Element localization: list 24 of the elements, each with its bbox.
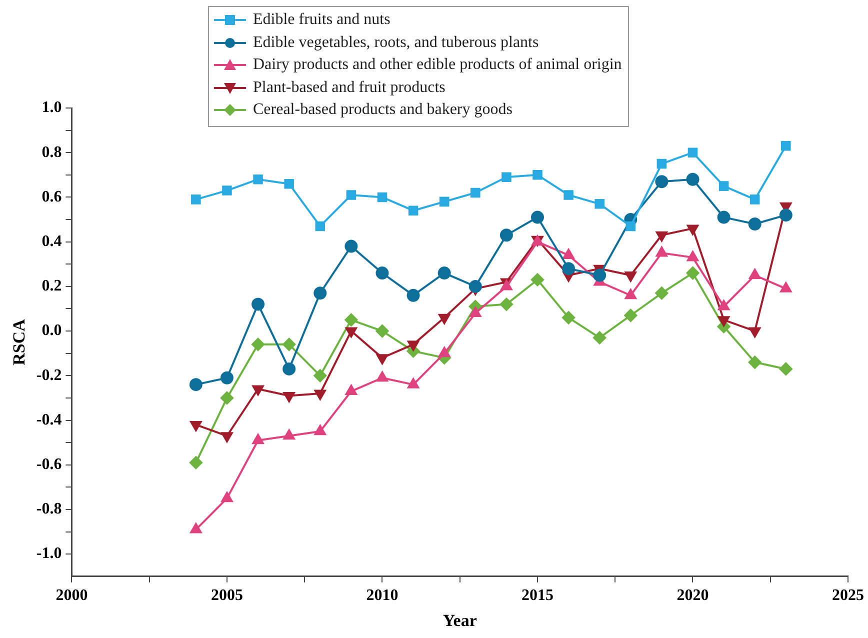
- x-tick-label: 2020: [676, 587, 709, 604]
- legend-label: Dairy products and other edible products of animal origin: [253, 56, 622, 74]
- y-tick-label: -0.8: [36, 500, 62, 518]
- legend-label: Edible vegetables, roots, and tuberous plants: [253, 34, 539, 52]
- x-tick-label: 2005: [210, 587, 243, 604]
- x-tick-label: 2010: [366, 587, 398, 604]
- y-tick-label: -0.2: [36, 366, 62, 384]
- legend-label: Cereal-based products and bakery goods: [253, 101, 512, 120]
- y-tick-label: 0.6: [42, 188, 62, 206]
- legend-label: Plant-based and fruit products: [253, 78, 446, 97]
- y-tick-label: 0.4: [42, 232, 62, 250]
- y-tick-label: 0.2: [42, 278, 62, 295]
- x-tick-label: 2015: [521, 587, 554, 604]
- y-tick-label: -0.6: [36, 456, 62, 474]
- y-axis-title: RSCA: [10, 318, 29, 366]
- legend-label: Edible fruits and nuts: [253, 11, 390, 30]
- y-tick-label: -0.4: [36, 411, 62, 428]
- x-axis-title: Year: [442, 611, 478, 630]
- x-tick-label: 2000: [56, 587, 88, 604]
- y-tick-label: 0.0: [42, 322, 62, 340]
- y-tick-label: 1.0: [42, 99, 62, 116]
- y-tick-label: 0.8: [42, 144, 62, 161]
- y-tick-label: -1.0: [36, 545, 62, 562]
- x-tick-label: 2025: [832, 587, 864, 604]
